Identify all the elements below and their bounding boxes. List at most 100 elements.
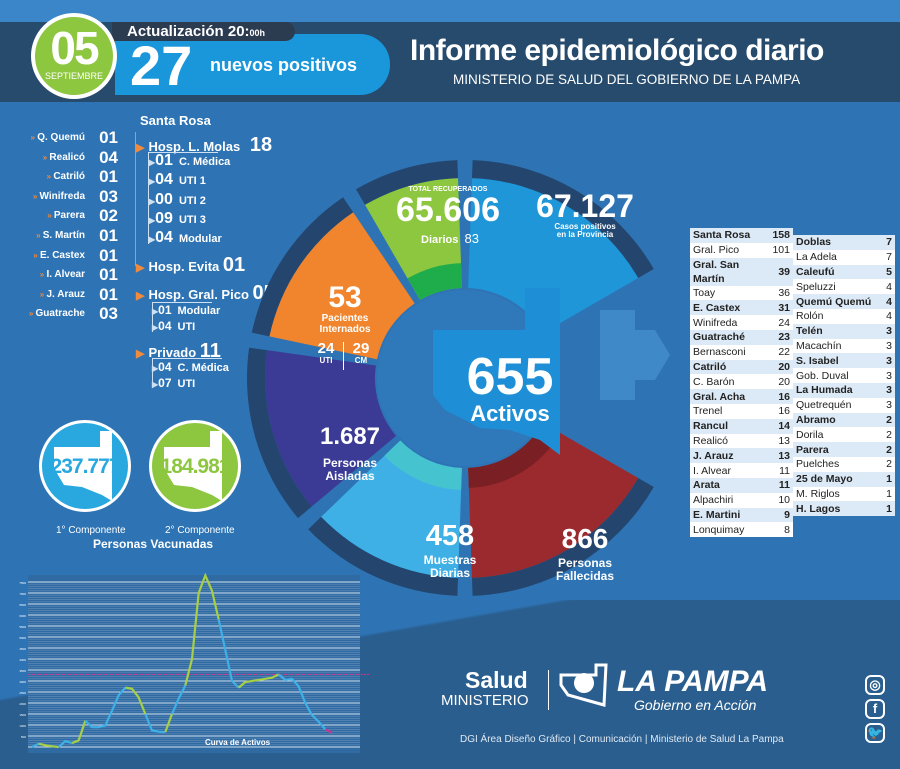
localidad-value: 01	[99, 265, 118, 285]
facebook-icon[interactable]: f	[865, 699, 885, 719]
localidad-name: Guatrache	[29, 308, 85, 319]
locality-count: 14	[769, 418, 793, 434]
locality-name: J. Arauz	[690, 448, 770, 464]
localidad-value: 01	[99, 167, 118, 187]
muestras-label-2: Diarias	[429, 565, 471, 580]
locality-name: Caleufú	[793, 264, 883, 280]
table-row: I. Alvear 11	[690, 463, 793, 478]
aisladas-value: 1.687	[319, 423, 381, 450]
locality-name: Gral. Pico	[693, 244, 740, 257]
locality-name: Rolón	[796, 310, 824, 323]
y-tick-label: 4500	[19, 647, 26, 651]
y-tick-label: 5000	[19, 636, 26, 640]
localidad-row: S. Martín 01	[0, 226, 118, 246]
table-row: Rolón 4	[793, 309, 895, 324]
activos-line-segment	[84, 686, 127, 729]
recuperados-inner-band	[407, 263, 462, 301]
table-row: Speluzzi 4	[793, 279, 895, 294]
positivos-segment	[468, 178, 639, 333]
y-tick-label: 6000	[19, 614, 26, 618]
localidad-row: J. Arauz 01	[0, 285, 118, 305]
page-title: Informe epidemiológico diario	[410, 34, 824, 67]
locality-count: 36	[778, 286, 790, 299]
hosp-molas-value: 18	[249, 134, 273, 156]
locality-count: 20	[769, 359, 793, 375]
locality-count: 7	[886, 251, 892, 264]
locality-name: Guatraché	[690, 329, 770, 345]
triangle-icon: ▶	[136, 290, 145, 302]
table-row: Caleufú 5	[793, 264, 895, 280]
sub-item: ▶04 UTI	[152, 319, 195, 333]
activos-line-segment	[237, 673, 280, 689]
ministerio-logo-text: MINISTERIO	[441, 692, 529, 709]
tree-line	[135, 132, 136, 266]
locality-name: 25 de Mayo	[793, 471, 883, 487]
twitter-icon[interactable]: 🐦	[865, 723, 885, 743]
internados-label: Pacientes Internados	[300, 313, 390, 335]
locality-count: 20	[778, 375, 790, 388]
table-row: E. Martini 9	[690, 507, 793, 523]
fallecidas-segment-rim	[471, 478, 654, 596]
locality-name: Speluzzi	[796, 280, 836, 293]
localidad-row: Winifreda 03	[0, 187, 118, 207]
triangle-icon: ▶	[152, 323, 159, 332]
locality-name: Quemú Quemú	[793, 294, 883, 309]
table-row: Alpachiri 10	[690, 493, 793, 508]
locality-count: 11	[769, 477, 793, 493]
triangle-icon: ▶	[152, 380, 159, 389]
update-time-value: 00h	[249, 28, 266, 38]
table-row: Gob. Duval 3	[793, 368, 895, 383]
second-dose-label: 2° Componente	[165, 525, 235, 536]
localidad-name: Winifreda	[33, 191, 85, 202]
slogan: Gobierno en Acción	[634, 697, 757, 713]
table-row: S. Isabel 3	[793, 353, 895, 369]
locality-count: 22	[778, 346, 790, 359]
locality-name: Puelches	[796, 458, 840, 471]
table-row: M. Riglos 1	[793, 487, 895, 502]
localidad-value: 01	[99, 284, 118, 304]
positivos-label-1: Casos positivos	[554, 222, 616, 231]
locality-count: 2	[882, 442, 895, 457]
locality-name: Catriló	[690, 359, 770, 375]
table-row: Guatraché 23	[690, 329, 793, 345]
table-row: Parera 2	[793, 442, 895, 457]
uti-label: UTI	[319, 355, 333, 365]
locality-count: 31	[769, 300, 793, 316]
table-row: Realicó 13	[690, 434, 793, 449]
table-row: H. Lagos 1	[793, 501, 895, 517]
privado: ▶ Privado 11	[136, 340, 221, 363]
locality-count: 2	[886, 458, 892, 471]
muestras-label: Muestras Diarias	[405, 554, 495, 579]
fallecidas-value: 866	[561, 523, 609, 554]
sub-item-value: 01	[158, 303, 172, 317]
positivos-segment-rim	[471, 160, 654, 278]
y-tick-label: 7500	[19, 581, 26, 585]
activos-line-segment	[38, 742, 59, 749]
instagram-icon[interactable]: ◎	[865, 675, 885, 695]
second-dose-badge: 184.981	[149, 420, 241, 512]
localidad-row: E. Castex 01	[0, 246, 118, 266]
localidad-name: I. Alvear	[40, 269, 85, 280]
internados-cm: 29 CM	[345, 341, 377, 365]
y-tick-label: 1000	[19, 724, 26, 728]
locality-name: Gob. Duval	[796, 369, 849, 382]
activos-line-segment	[184, 572, 220, 686]
locality-name: Doblas	[793, 235, 883, 250]
locality-count: 3	[882, 353, 895, 369]
logo-divider	[548, 670, 549, 710]
table-row: Lonquimay 8	[690, 522, 793, 537]
sub-item-value: 00	[155, 190, 173, 208]
table-row: Santa Rosa 158	[690, 228, 793, 243]
locality-name: Quetrequén	[796, 399, 852, 412]
locality-name: I. Alvear	[693, 464, 731, 477]
hosp-evita: ▶ Hosp. Evita 01	[136, 254, 245, 277]
locality-name: Rancul	[690, 418, 770, 434]
locality-name: Macachín	[796, 339, 842, 352]
localidad-row: Catriló 01	[0, 167, 118, 187]
y-tick-label: 7000	[19, 592, 26, 596]
locality-name: E. Castex	[690, 300, 770, 316]
locality-count: 16	[778, 405, 790, 418]
sub-item: ▶09 UTI 3	[149, 210, 206, 228]
arrow-right-icon	[600, 310, 670, 400]
activos-chart: 500 1000 1500 2000 2500 3000 3500 4000 4500 5000 5…	[19, 572, 370, 753]
